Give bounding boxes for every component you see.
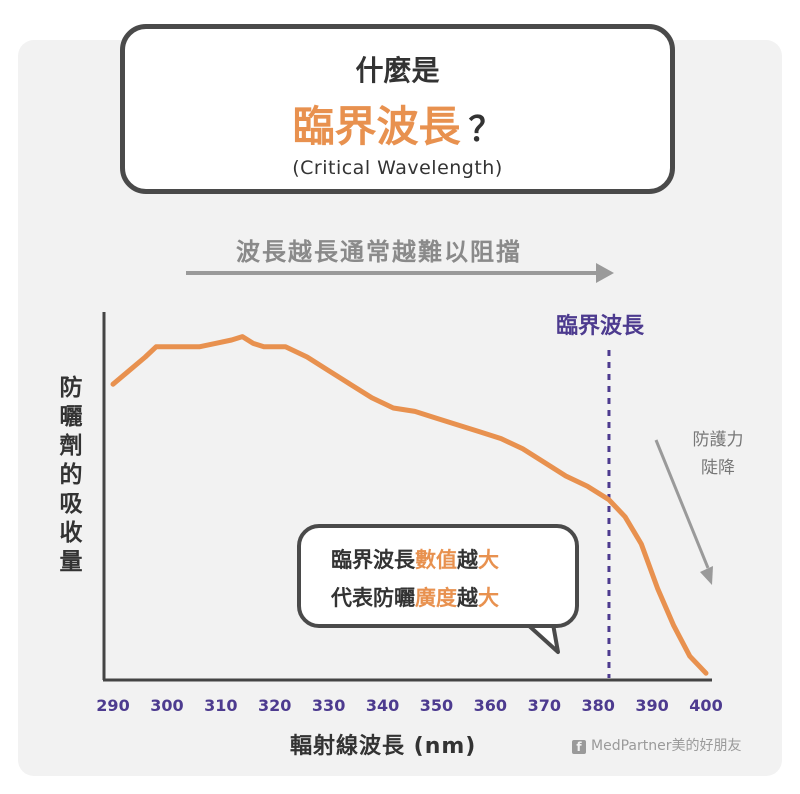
callout-2-c: 越 bbox=[457, 586, 478, 610]
callout-2-a: 代表防曬 bbox=[331, 586, 415, 610]
title-main: 臨界波長？ bbox=[125, 93, 670, 154]
x-tick-label: 360 bbox=[473, 696, 508, 715]
x-tick-label: 300 bbox=[150, 696, 184, 715]
critical-wavelength-label: 臨界波長 bbox=[556, 314, 645, 339]
title-prefix: 什麼是 bbox=[355, 54, 440, 87]
drop-arrow-head bbox=[700, 566, 713, 585]
x-tick-label: 290 bbox=[96, 696, 130, 715]
title-main-text: 臨界波長 bbox=[292, 102, 461, 151]
side-note-line2: 陡降 bbox=[701, 458, 735, 478]
x-tick-label: 320 bbox=[258, 696, 292, 715]
title-card: 什麼是 臨界波長？ (Critical Wavelength) bbox=[120, 24, 675, 194]
x-tick-label: 340 bbox=[365, 696, 400, 715]
credit: f MedPartner美的好朋友 bbox=[572, 735, 741, 755]
x-axis-label: 輻射線波長 (nm) bbox=[290, 734, 477, 759]
title-english: (Critical Wavelength) bbox=[292, 157, 503, 179]
callout-box: 臨界波長數值越大 代表防曬廣度越大 bbox=[297, 524, 579, 628]
callout-1-d: 大 bbox=[478, 548, 499, 572]
x-tick-label: 370 bbox=[527, 696, 561, 715]
callout-2-d: 大 bbox=[478, 586, 499, 610]
absorbance-curve bbox=[110, 334, 709, 676]
x-tick-label: 350 bbox=[419, 696, 454, 715]
callout-1-c: 越 bbox=[457, 548, 478, 572]
drop-arrow bbox=[654, 439, 710, 569]
callout-1-a: 臨界波長 bbox=[331, 548, 415, 572]
x-tick-label: 310 bbox=[204, 696, 238, 715]
credit-text: MedPartner美的好朋友 bbox=[591, 738, 742, 754]
callout-tail bbox=[525, 622, 560, 654]
y-axis-label: 防曬劑的吸收量 bbox=[59, 375, 83, 575]
side-note: 防護力 陡降 bbox=[678, 426, 758, 482]
facebook-icon: f bbox=[572, 740, 586, 754]
x-tick-label: 330 bbox=[311, 696, 346, 715]
callout-1-b: 數值 bbox=[415, 548, 457, 572]
callout-line-1: 臨界波長數值越大 bbox=[331, 544, 565, 574]
top-arrow-head bbox=[596, 263, 614, 283]
callout-line-2: 代表防曬廣度越大 bbox=[331, 582, 565, 612]
title-question-mark: ？ bbox=[468, 110, 503, 150]
callout-2-b: 廣度 bbox=[415, 586, 457, 610]
arrow-caption: 波長越長通常越難以阻擋 bbox=[236, 238, 522, 266]
side-note-line1: 防護力 bbox=[692, 430, 744, 450]
x-tick-label: 390 bbox=[635, 696, 669, 715]
x-tick-label: 400 bbox=[689, 696, 723, 715]
x-tick-label: 380 bbox=[581, 696, 615, 715]
